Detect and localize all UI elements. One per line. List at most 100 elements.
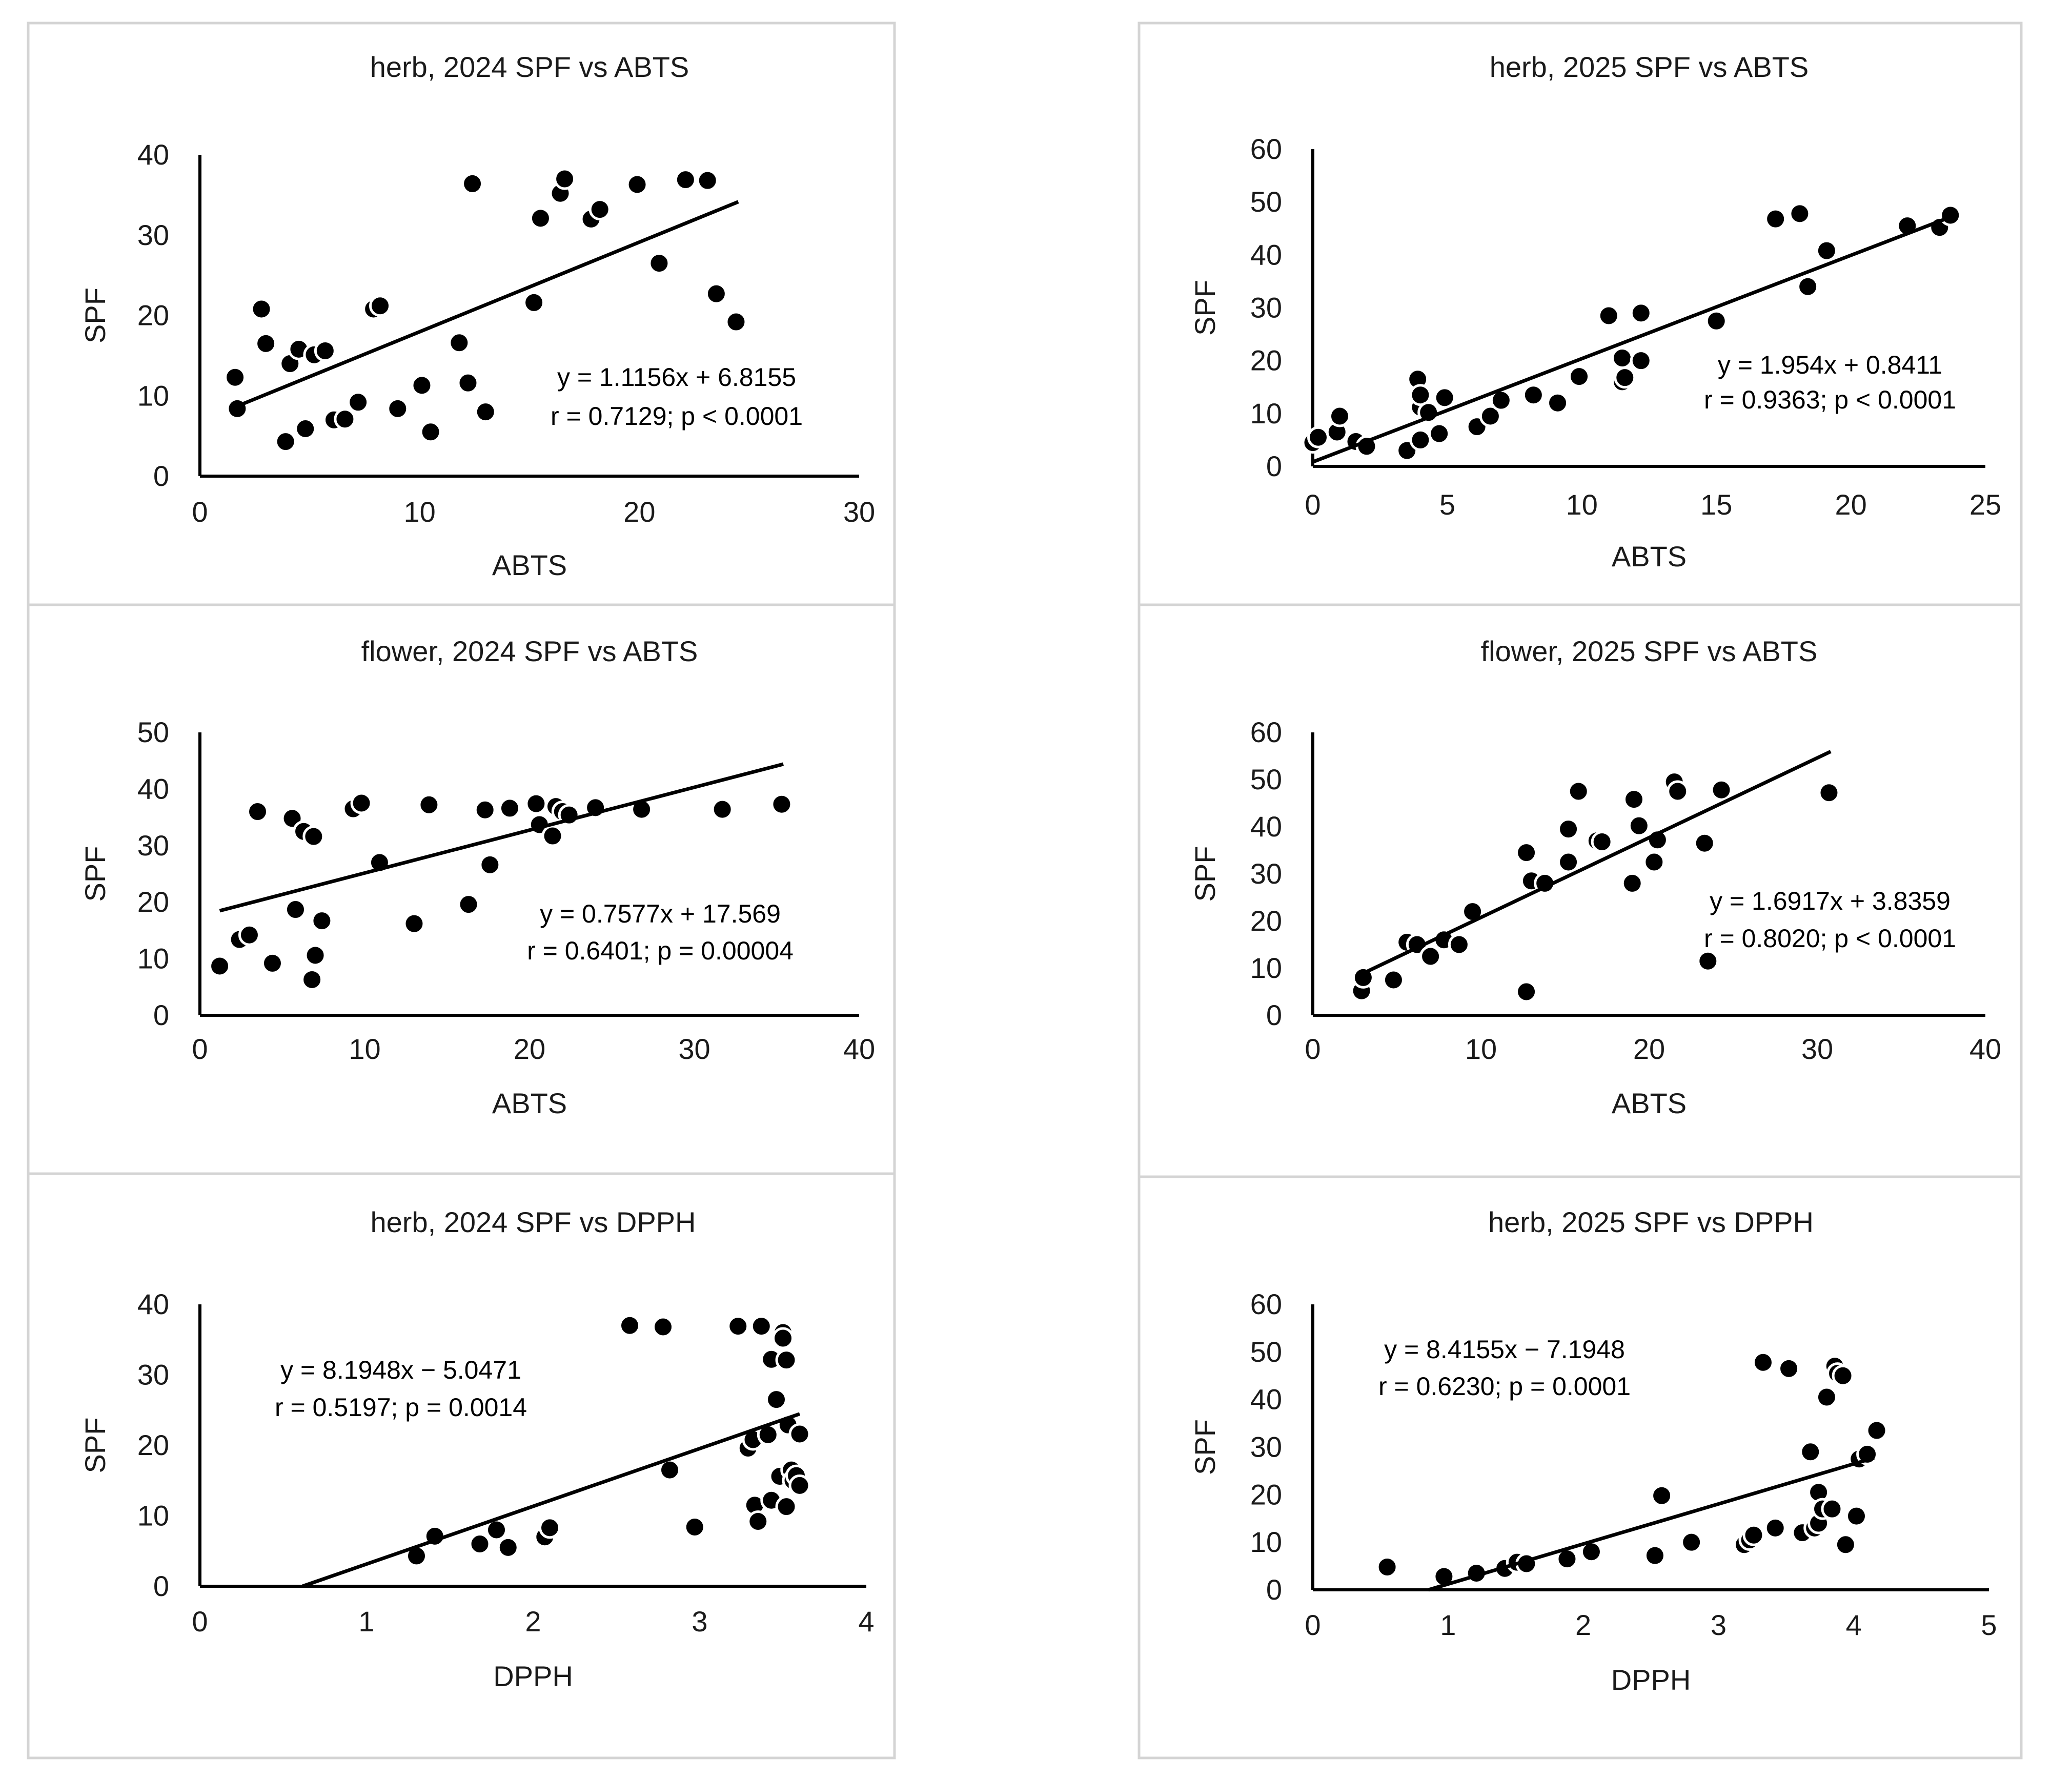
data-point [448,332,471,354]
y-tick-label: 30 [137,829,169,862]
data-point [1567,780,1590,803]
data-point [1307,426,1329,448]
y-tick-label: 40 [137,138,169,171]
y-axis-title: SPF [1189,1419,1221,1475]
x-tick-label: 3 [692,1605,707,1637]
x-tick-label: 30 [1801,1033,1833,1065]
regression-equation: y = 1.6917x + 3.8359 [1710,887,1951,915]
data-point [711,798,734,821]
data-point [1557,851,1580,873]
y-tick-label: 0 [1266,999,1282,1031]
data-point [523,291,545,314]
data-point [461,172,484,195]
data-point [1591,830,1613,853]
x-tick-label: 4 [858,1605,874,1637]
data-point [1764,208,1787,230]
data-point [1939,204,1962,227]
data-point [1409,428,1432,451]
y-tick-label: 0 [153,1570,169,1602]
chart-panel-2: herb, 2025 SPF vs ABTS 0 5 10 15 20 25 0 10 20 30 4… [1137,22,2023,606]
trendline [1360,750,1832,976]
chart-title: herb, 2025 SPF vs DPPH [1488,1206,1814,1238]
y-tick-label: 10 [137,379,169,412]
data-point [529,207,552,230]
data-point [674,169,697,191]
data-point [727,1315,749,1338]
panel-frame [1137,22,2023,606]
data-point [498,797,521,820]
data-point [1428,422,1451,445]
x-tick-label: 0 [192,1605,208,1637]
data-point [1815,1386,1838,1408]
data-point [1845,1505,1867,1527]
x-tick-label: 4 [1846,1609,1862,1641]
data-point [1643,1544,1666,1567]
data-point [457,372,479,394]
data-point [541,825,564,847]
trendline [1428,1456,1875,1592]
panel-frame [1137,603,2023,1178]
x-tick-label: 30 [843,496,875,528]
data-point [334,408,356,431]
data-point [387,397,409,420]
data-point [788,1423,811,1445]
data-point [1705,310,1728,332]
y-tick-label: 30 [137,219,169,251]
data-point [648,252,671,275]
y-axis-title: SPF [79,288,111,343]
y-tick-label: 60 [1250,1288,1282,1320]
correlation-stats: r = 0.8020; p < 0.0001 [1704,924,1956,953]
x-axis-title: ABTS [1612,1087,1687,1119]
data-point [1622,788,1645,811]
y-tick-label: 60 [1250,133,1282,165]
x-tick-label: 20 [514,1033,545,1065]
data-point [1778,1357,1800,1380]
x-tick-label: 2 [1575,1609,1591,1641]
data-point [1764,1517,1786,1539]
y-axis-title: SPF [1189,280,1221,336]
data-point [301,968,323,991]
data-point [765,1388,787,1411]
data-point [1382,969,1405,991]
data-point [539,1517,561,1539]
correlation-stats: r = 0.6401; p = 0.00004 [527,936,794,965]
trendline [236,200,739,408]
panel-frame [1137,1175,2023,1759]
data-point [418,793,440,816]
data-point [497,1536,519,1559]
x-axis-title: ABTS [492,549,567,581]
y-tick-label: 40 [137,1288,169,1320]
data-point [775,1496,798,1518]
data-point [1818,782,1840,804]
y-tick-label: 30 [1250,857,1282,890]
data-point [1568,365,1591,388]
chart-title: herb, 2025 SPF vs ABTS [1490,51,1809,83]
data-point [294,418,317,440]
data-point [350,792,373,814]
regression-equation: y = 1.954x + 0.8411 [1718,351,1942,379]
data-point [1376,1555,1398,1578]
x-tick-label: 0 [1305,488,1321,521]
regression-equation: y = 8.4155x − 7.1948 [1384,1335,1625,1364]
x-tick-label: 20 [1633,1033,1665,1065]
y-tick-label: 30 [1250,1431,1282,1463]
y-tick-label: 50 [1250,763,1282,795]
data-point [1799,1441,1822,1463]
data-point [770,793,793,815]
data-point [419,421,442,443]
data-point [1479,405,1501,427]
y-tick-label: 20 [1250,905,1282,937]
y-tick-label: 10 [1250,397,1282,429]
data-point [261,952,283,974]
y-tick-label: 20 [1250,344,1282,377]
data-point [314,339,336,362]
data-point [696,169,719,192]
data-point [1797,275,1819,298]
x-tick-label: 10 [1465,1033,1497,1065]
chart-title: flower, 2024 SPF vs ABTS [361,635,698,667]
data-point [1815,239,1838,262]
data-point [554,168,576,190]
